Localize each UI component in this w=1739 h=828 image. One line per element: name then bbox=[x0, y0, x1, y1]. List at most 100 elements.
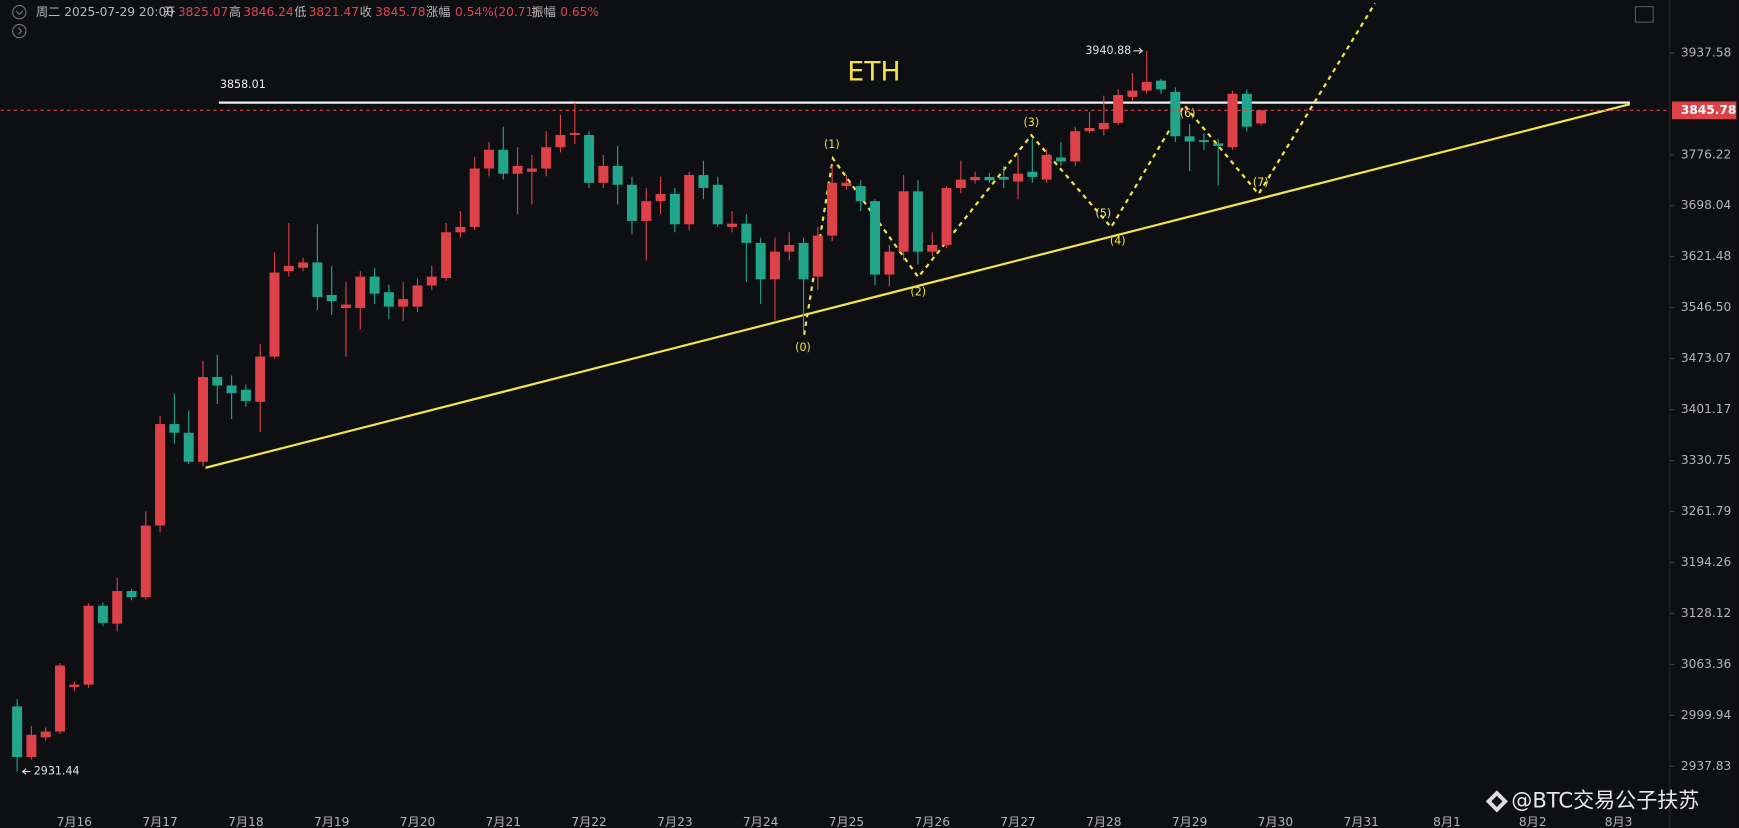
candle-body bbox=[569, 133, 580, 136]
wave-label: (0) bbox=[795, 341, 811, 354]
x-tick-label: 7月20 bbox=[400, 815, 435, 828]
candle-body bbox=[912, 191, 923, 252]
candle-body bbox=[1227, 93, 1238, 148]
candle-body bbox=[798, 242, 809, 280]
candle-body bbox=[441, 232, 452, 278]
x-tick-label: 7月29 bbox=[1172, 815, 1207, 828]
watermark: @BTC交易公子扶苏 bbox=[1511, 787, 1699, 812]
header-field: 3825.07 bbox=[178, 5, 228, 19]
candle-body bbox=[1027, 171, 1038, 177]
candle-body bbox=[755, 242, 766, 280]
candle-body bbox=[684, 175, 695, 225]
candle-body bbox=[12, 706, 23, 758]
trend-line bbox=[205, 103, 1631, 469]
x-tick-label: 7月17 bbox=[142, 815, 177, 828]
candle-body bbox=[655, 193, 666, 202]
wave-label: (3) bbox=[1023, 116, 1039, 129]
candle-body bbox=[584, 135, 595, 183]
candle-body bbox=[326, 294, 337, 302]
candle-body bbox=[140, 525, 151, 598]
y-tick-label: 3401.17 bbox=[1681, 402, 1731, 416]
candle-body bbox=[97, 605, 108, 623]
y-tick-label: 3128.12 bbox=[1681, 606, 1731, 620]
candle-body bbox=[855, 186, 866, 202]
y-tick-label: 3621.48 bbox=[1681, 249, 1731, 263]
candle-body bbox=[841, 182, 852, 187]
candle-body bbox=[498, 149, 509, 174]
header-field: 振幅 bbox=[531, 4, 555, 19]
y-tick-label: 2937.83 bbox=[1681, 759, 1731, 773]
candle-body bbox=[1184, 136, 1195, 142]
x-tick-label: 7月21 bbox=[486, 815, 521, 828]
y-tick-label: 3063.36 bbox=[1681, 657, 1731, 671]
candle-body bbox=[712, 184, 723, 225]
x-tick-label: 8月2 bbox=[1519, 815, 1547, 828]
layout-icon[interactable] bbox=[1634, 6, 1654, 23]
wave-label: (7) bbox=[1253, 176, 1269, 189]
header-field: 3845.78 bbox=[375, 5, 425, 19]
y-tick-label: 3473.07 bbox=[1681, 351, 1731, 365]
x-tick-label: 7月24 bbox=[743, 815, 779, 828]
candle-body bbox=[398, 299, 409, 307]
ohlc-header: 周二 2025-07-29 20:00开 3825.07高 3846.24低 3821… bbox=[36, 4, 599, 19]
candle-body bbox=[469, 168, 480, 227]
x-tick-label: 7月28 bbox=[1086, 815, 1121, 828]
header-field: 低 bbox=[294, 5, 306, 19]
candle-body bbox=[984, 176, 995, 181]
high-arrow-head bbox=[1138, 47, 1144, 55]
candle-body bbox=[255, 356, 266, 402]
candle-body bbox=[69, 684, 80, 688]
candle-body bbox=[212, 376, 223, 386]
header-field: 开 bbox=[163, 5, 175, 19]
candle-body bbox=[870, 201, 881, 275]
header-field: 3846.24 bbox=[243, 5, 294, 19]
y-tick-label: 3546.50 bbox=[1681, 300, 1731, 314]
candle-body bbox=[198, 376, 208, 462]
candle-body bbox=[112, 591, 123, 624]
x-tick-label: 7月26 bbox=[915, 815, 950, 828]
collapse-icon[interactable] bbox=[12, 4, 27, 20]
candle-body bbox=[1098, 122, 1109, 130]
candle-body bbox=[1170, 91, 1181, 137]
candle-body bbox=[884, 251, 895, 275]
wave-label: (6) bbox=[1180, 107, 1196, 120]
header-field: 0.65% bbox=[560, 5, 599, 19]
candle-body bbox=[312, 262, 323, 298]
x-tick-label: 7月27 bbox=[1000, 815, 1035, 828]
x-tick-label: 7月25 bbox=[829, 815, 864, 828]
expand-icon[interactable] bbox=[12, 23, 27, 39]
wave-label: (2) bbox=[910, 286, 926, 299]
candle-body bbox=[970, 176, 981, 181]
header-field: 3821.47 bbox=[309, 5, 359, 19]
expand-arrow bbox=[17, 27, 23, 35]
wave-label: (1) bbox=[824, 138, 840, 151]
header-field: 收 bbox=[360, 5, 372, 19]
x-tick-label: 8月3 bbox=[1605, 815, 1633, 828]
chart-title: ETH bbox=[847, 57, 900, 88]
candle-body bbox=[669, 193, 680, 225]
candle-body bbox=[526, 168, 537, 172]
x-tick-label: 7月31 bbox=[1343, 815, 1378, 828]
x-tick-label: 7月18 bbox=[228, 815, 263, 828]
candle-body bbox=[955, 179, 966, 189]
candle-body bbox=[626, 184, 637, 221]
candle-body bbox=[383, 292, 394, 307]
candle-body bbox=[1041, 154, 1052, 180]
candle-body bbox=[355, 276, 366, 309]
candle-body bbox=[412, 285, 423, 307]
candle-body bbox=[612, 165, 623, 185]
candle-body bbox=[183, 432, 194, 462]
low-label: 2931.44 bbox=[34, 765, 80, 778]
y-tick-label: 2999.94 bbox=[1681, 708, 1732, 722]
candle-body bbox=[541, 147, 552, 169]
candle-body bbox=[155, 424, 166, 526]
candle-body bbox=[226, 385, 237, 394]
x-tick-label: 7月22 bbox=[571, 815, 606, 828]
header-field: 高 bbox=[229, 4, 241, 19]
candle-body bbox=[369, 276, 380, 294]
candle-body bbox=[83, 605, 94, 685]
candle-body bbox=[1256, 110, 1267, 124]
candle-body bbox=[1156, 80, 1167, 90]
header-field: 0.54%(20.71) bbox=[455, 5, 538, 19]
candle-body bbox=[1084, 127, 1095, 132]
